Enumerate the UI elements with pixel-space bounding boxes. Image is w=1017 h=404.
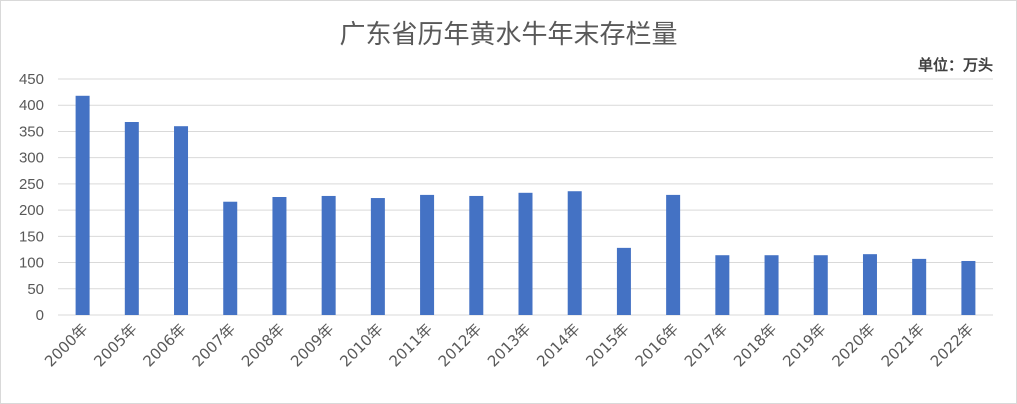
bar <box>567 191 582 315</box>
bar <box>321 195 336 315</box>
x-tick-label: 2011年 <box>386 320 436 370</box>
bar <box>961 260 976 315</box>
x-tick-label: 2015年 <box>582 320 632 370</box>
y-tick-label: 0 <box>36 307 44 324</box>
x-tick-label: 2009年 <box>287 320 337 370</box>
chart-title: 广东省历年黄水牛年末存栏量 <box>339 20 678 50</box>
bar <box>616 247 631 315</box>
x-tick-label: 2022年 <box>927 320 977 370</box>
y-tick-label: 200 <box>19 202 44 219</box>
x-tick-label: 2000年 <box>41 320 91 370</box>
bar <box>469 195 484 315</box>
bar <box>813 255 828 315</box>
bar <box>223 201 238 315</box>
y-tick-label: 50 <box>27 281 44 298</box>
x-axis: 2000年2005年2006年2007年2008年2009年2010年2011年… <box>41 320 977 370</box>
bar <box>715 255 730 315</box>
bar <box>75 95 90 315</box>
bar <box>912 258 927 315</box>
y-tick-label: 250 <box>19 176 44 193</box>
bar <box>370 198 385 315</box>
x-tick-label: 2017年 <box>681 320 731 370</box>
bar <box>124 122 139 315</box>
y-axis: 0 50 100 150 200 250 300 350 400 450 <box>19 71 44 324</box>
x-tick-label: 2008年 <box>238 320 288 370</box>
x-tick-label: 2018年 <box>730 320 780 370</box>
unit-label: 单位：万头 <box>917 56 993 74</box>
x-tick-label: 2016年 <box>632 320 682 370</box>
x-tick-label: 2012年 <box>435 320 485 370</box>
bar <box>518 192 533 315</box>
bar <box>862 254 877 315</box>
y-tick-label: 300 <box>19 150 44 167</box>
x-tick-label: 2007年 <box>189 320 239 370</box>
y-tick-label: 150 <box>19 228 44 245</box>
x-tick-label: 2014年 <box>533 320 583 370</box>
x-tick-label: 2013年 <box>484 320 534 370</box>
x-tick-label: 2010年 <box>336 320 386 370</box>
bar <box>272 197 287 315</box>
bar <box>764 255 779 315</box>
y-tick-label: 100 <box>19 255 44 272</box>
x-tick-label: 2019年 <box>779 320 829 370</box>
x-tick-label: 2020年 <box>828 320 878 370</box>
x-tick-label: 2005年 <box>90 320 140 370</box>
bars <box>75 95 976 315</box>
bar <box>174 126 189 315</box>
y-tick-label: 400 <box>19 97 44 114</box>
y-tick-label: 350 <box>19 123 44 140</box>
bar <box>420 194 435 315</box>
x-tick-label: 2006年 <box>140 320 190 370</box>
bar <box>666 194 681 315</box>
y-tick-label: 450 <box>19 71 44 88</box>
x-tick-label: 2021年 <box>878 320 928 370</box>
